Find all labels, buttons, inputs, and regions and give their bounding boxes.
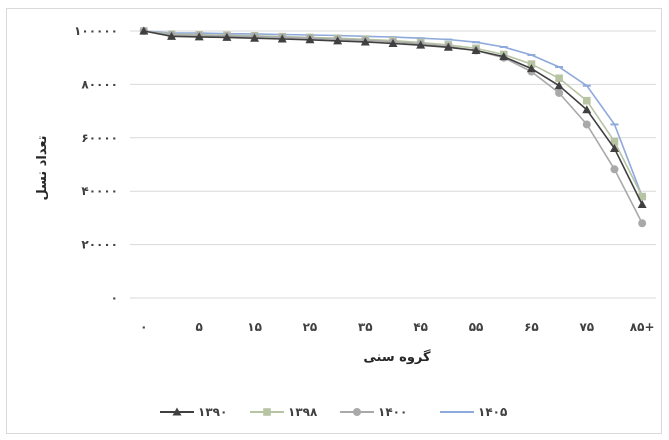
data-point bbox=[333, 36, 343, 45]
legend-marker bbox=[353, 408, 361, 416]
data-point bbox=[499, 52, 509, 61]
legend-label: ۱۳۹۰ bbox=[198, 405, 227, 419]
series-layer bbox=[139, 26, 647, 228]
y-tick-label: ۸۰۰۰۰ bbox=[81, 77, 118, 91]
data-point bbox=[637, 200, 647, 209]
data-point bbox=[527, 60, 536, 68]
x-tick-label: ۵ bbox=[196, 320, 203, 334]
y-tick-label: ۲۰۰۰۰ bbox=[81, 238, 118, 252]
x-tick-label: ۸۵+ bbox=[630, 320, 655, 334]
data-point bbox=[443, 42, 453, 51]
data-point bbox=[610, 165, 619, 174]
data-point bbox=[167, 31, 177, 40]
series-line bbox=[143, 30, 643, 205]
data-point bbox=[554, 81, 564, 90]
x-axis-ticks: ۰ ۵ ۱۵ ۲۵ ۳۵ ۴۵ ۵۵ ۶۵ ۷۵ ۸۵+ bbox=[140, 320, 654, 334]
x-tick-label: ۰ bbox=[140, 320, 147, 334]
data-point bbox=[526, 64, 536, 73]
data-point bbox=[638, 219, 647, 228]
y-tick-label: ۴۰۰۰۰ bbox=[81, 184, 118, 198]
data-point bbox=[250, 33, 260, 42]
series-2 bbox=[140, 27, 646, 201]
legend-label: ۱۳۹۸ bbox=[288, 405, 318, 419]
legend-item: ۱۳۹۸ bbox=[250, 405, 318, 419]
data-point bbox=[638, 192, 646, 201]
series-line bbox=[143, 30, 643, 197]
data-point bbox=[471, 45, 481, 54]
legend-marker bbox=[263, 408, 271, 416]
y-axis-ticks: ۰ ۲۰۰۰۰ ۴۰۰۰۰ ۶۰۰۰۰ ۸۰۰۰۰ ۱۰۰۰۰۰ bbox=[74, 24, 118, 305]
x-tick-label: ۶۵ bbox=[524, 320, 539, 334]
data-point bbox=[582, 96, 591, 105]
data-point bbox=[360, 37, 370, 46]
y-axis-title: تعداد نسل bbox=[35, 135, 50, 200]
data-point bbox=[555, 88, 564, 97]
data-point bbox=[277, 34, 287, 43]
legend-item: ۱۴۰۵ bbox=[440, 405, 507, 419]
legend-item: ۱۳۹۰ bbox=[160, 405, 227, 419]
data-point bbox=[222, 32, 232, 41]
data-point bbox=[582, 105, 592, 114]
y-tick-label: ۱۰۰۰۰۰ bbox=[74, 24, 118, 38]
data-point bbox=[609, 143, 619, 152]
series-3 bbox=[139, 27, 647, 228]
data-point bbox=[555, 74, 563, 83]
legend-item: ۱۴۰۰ bbox=[340, 405, 407, 419]
series-4 bbox=[139, 30, 647, 198]
y-tick-label: ۶۰۰۰۰ bbox=[81, 131, 118, 145]
data-point bbox=[416, 40, 426, 49]
x-tick-label: ۲۵ bbox=[303, 320, 318, 334]
data-point bbox=[194, 32, 204, 41]
x-tick-label: ۱۵ bbox=[247, 320, 262, 334]
legend-label: ۱۴۰۵ bbox=[478, 405, 507, 419]
x-tick-label: ۴۵ bbox=[413, 320, 428, 334]
series-1 bbox=[139, 26, 647, 209]
x-axis-title: گروه سنی bbox=[363, 349, 431, 365]
legend-label: ۱۴۰۰ bbox=[378, 405, 407, 419]
y-tick-label: ۰ bbox=[111, 291, 118, 305]
data-point bbox=[139, 26, 149, 35]
x-tick-label: ۵۵ bbox=[469, 320, 484, 334]
data-point bbox=[305, 35, 315, 44]
series-line bbox=[143, 30, 643, 224]
legend: ۱۳۹۰ ۱۳۹۸ ۱۴۰۰ ۱۴۰۵ bbox=[160, 405, 507, 419]
data-point bbox=[610, 137, 619, 146]
chart-frame bbox=[6, 8, 662, 434]
gridlines bbox=[130, 30, 656, 299]
data-point bbox=[582, 120, 591, 129]
x-tick-label: ۷۵ bbox=[579, 320, 594, 334]
data-point bbox=[388, 39, 398, 48]
series-line bbox=[143, 30, 643, 197]
legend-marker bbox=[172, 407, 182, 416]
x-tick-label: ۳۵ bbox=[358, 320, 373, 334]
